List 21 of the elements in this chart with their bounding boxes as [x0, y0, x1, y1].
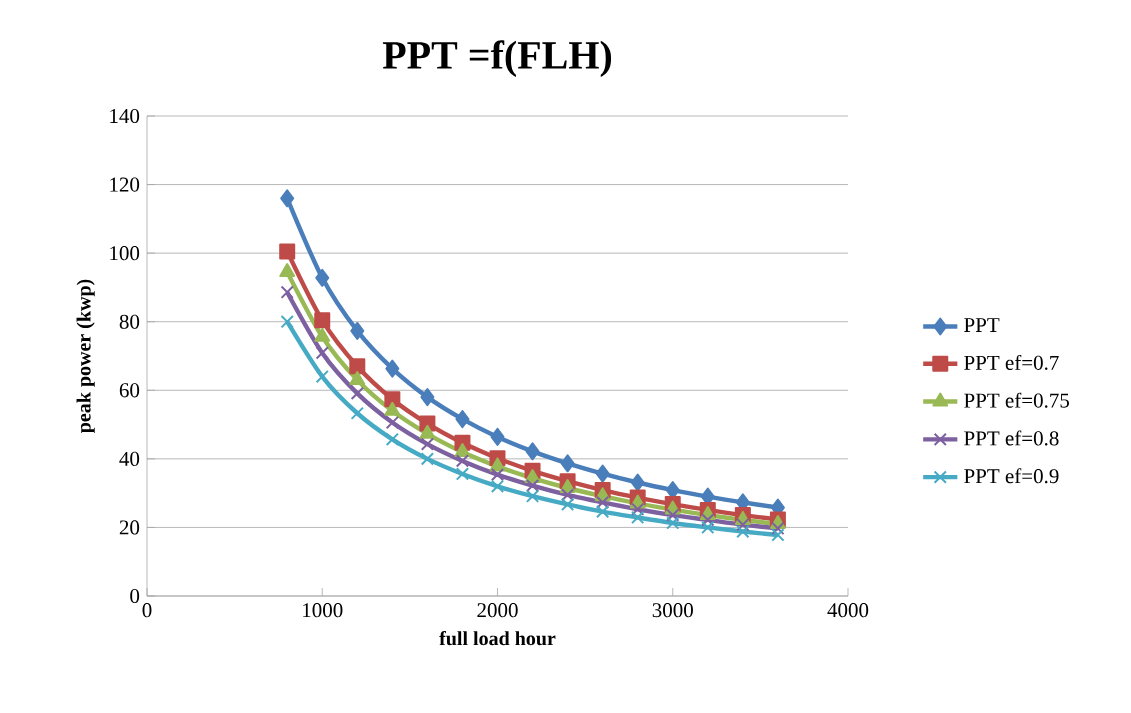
x-tick-label: 0 [142, 603, 152, 618]
legend-label: PPT ef=0.8 [964, 430, 1059, 446]
y-axis-title: peak power (kwp) [76, 279, 95, 433]
y-tick-label: 80 [119, 314, 140, 329]
x-tick-label: 2000 [477, 603, 518, 618]
x-axis-title: full load hour [439, 630, 556, 646]
legend-label: PPT [964, 318, 1000, 332]
y-tick-label: 140 [110, 108, 140, 124]
x-tick-label: 1000 [303, 603, 343, 618]
x-tick-label: 4000 [827, 603, 869, 618]
y-tick-label: 0 [130, 588, 140, 604]
legend-label: PPT ef=0.7 [964, 354, 1059, 370]
y-tick-label: 60 [119, 383, 140, 398]
legend-label: PPT ef=0.9 [964, 468, 1059, 484]
y-tick-label: 40 [119, 451, 140, 466]
y-tick-label: 100 [110, 246, 140, 261]
y-tick-label: 20 [119, 520, 140, 535]
x-tick-label: 3000 [652, 603, 693, 618]
legend-label: PPT ef=0.75 [964, 392, 1070, 408]
chart-title: PPT =f(FLH) [382, 40, 612, 77]
y-tick-label: 120 [110, 177, 140, 192]
